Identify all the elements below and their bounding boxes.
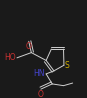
Text: S: S xyxy=(65,61,70,70)
Text: O: O xyxy=(38,90,44,98)
Text: HN: HN xyxy=(34,69,45,78)
Text: HO: HO xyxy=(4,53,16,62)
Text: O: O xyxy=(26,42,32,51)
